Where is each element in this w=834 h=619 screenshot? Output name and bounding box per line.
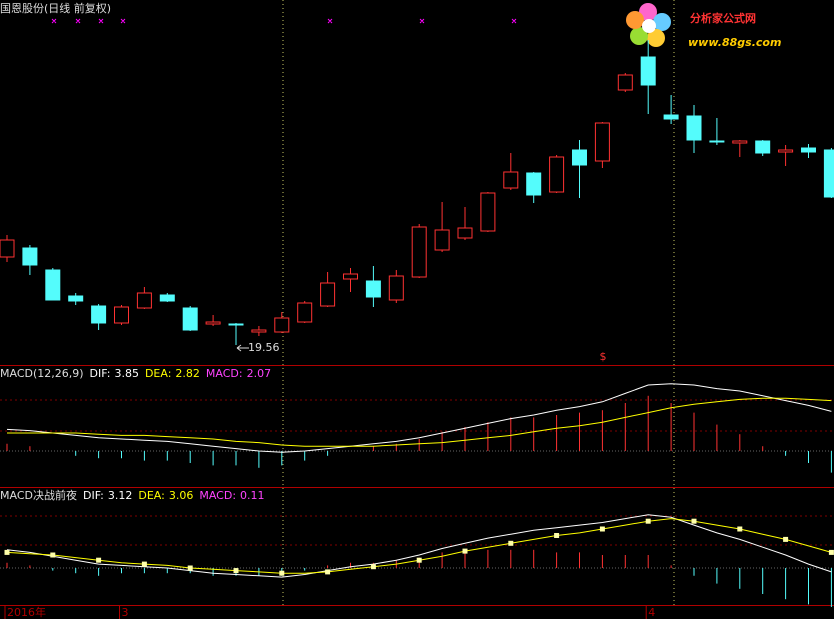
dea-marker (645, 518, 651, 524)
dea-marker (50, 552, 56, 558)
candle-body (434, 229, 450, 251)
legend-value: 3.12 (108, 489, 133, 502)
candle-body (663, 114, 679, 120)
candle-body (0, 239, 15, 258)
legend-value: 2.07 (247, 367, 272, 380)
x-tick-label: 4 (648, 606, 655, 619)
dea-marker (508, 540, 514, 546)
stock-title: 国恩股份(日线 前复权) (0, 1, 111, 15)
panel-grid (0, 399, 834, 546)
panel-title: MACD(12,26,9) (0, 367, 84, 380)
dea-marker (416, 557, 422, 563)
dea-marker (4, 549, 10, 555)
indicator-line (6, 383, 832, 453)
legend-name: MACD: (206, 367, 243, 380)
candle-body (136, 292, 152, 309)
indicator-line (6, 514, 832, 578)
candle-body (503, 171, 519, 189)
legend-name: DIF: (90, 367, 111, 380)
candle-body (343, 273, 358, 280)
signal-text: $ (600, 350, 607, 363)
dea-marker (141, 561, 147, 567)
candle-body (732, 140, 748, 144)
legend-value: 2.82 (175, 367, 200, 380)
candle-body (68, 295, 84, 302)
candle-body (411, 226, 427, 278)
candle-body (205, 321, 221, 325)
legend-name: DEA: (145, 367, 171, 380)
candle-body (480, 192, 496, 232)
candle-body (365, 280, 381, 298)
candle-body (755, 140, 771, 154)
candle-body (22, 247, 38, 266)
dea-marker (325, 569, 331, 575)
candle-body (526, 172, 542, 196)
legend-value: 0.11 (240, 489, 265, 502)
candle-body (617, 74, 633, 91)
dea-marker (187, 565, 193, 571)
candle-body (388, 275, 404, 301)
panel-title: MACD决战前夜 (0, 488, 77, 502)
dea-marker (370, 564, 376, 570)
candle-body (182, 307, 198, 331)
dea-marker (599, 526, 605, 532)
legend-value: 3.06 (169, 489, 194, 502)
x-tick-label: 3 (122, 606, 129, 619)
candle-body (45, 269, 61, 301)
candle-body (801, 147, 816, 153)
legend-name: DIF: (83, 489, 104, 502)
logo-url: www.88gs.com (688, 36, 781, 49)
candle-body (823, 149, 834, 198)
x-tick-label: 2016年 (7, 605, 46, 619)
candle-body (114, 306, 129, 324)
dea-marker (737, 526, 743, 532)
candle-body (274, 317, 290, 333)
candle-body (297, 302, 313, 323)
candle-body (686, 115, 702, 141)
candle-body (91, 305, 107, 324)
dea-marker (828, 549, 834, 555)
logo-name: 分析家公式网 (690, 11, 756, 25)
candle-body (640, 56, 656, 86)
dea-marker (279, 570, 285, 576)
candle-body (572, 149, 587, 166)
dea-marker (233, 568, 239, 574)
candle-body (549, 156, 565, 193)
candle-body (709, 140, 725, 143)
candle-body (594, 122, 610, 162)
low-annotation: 19.56 (248, 341, 280, 354)
legend-name: MACD: (199, 489, 236, 502)
legend-name: DEA: (138, 489, 164, 502)
candle-body (778, 149, 794, 153)
dea-marker (783, 536, 789, 542)
annotation-arrow (236, 344, 242, 352)
candle-body (228, 323, 244, 326)
dea-marker (96, 557, 102, 563)
dea-marker (691, 518, 697, 524)
candle-body (159, 294, 175, 302)
logo: 分析家公式网 www.88gs.com (626, 3, 781, 49)
candle-body (320, 282, 336, 307)
candle-body (251, 329, 267, 333)
dea-marker (554, 533, 560, 538)
candle-body (457, 227, 473, 239)
dea-marker (462, 548, 468, 554)
legend-value: 3.85 (114, 367, 139, 380)
indicator-line (7, 397, 832, 447)
